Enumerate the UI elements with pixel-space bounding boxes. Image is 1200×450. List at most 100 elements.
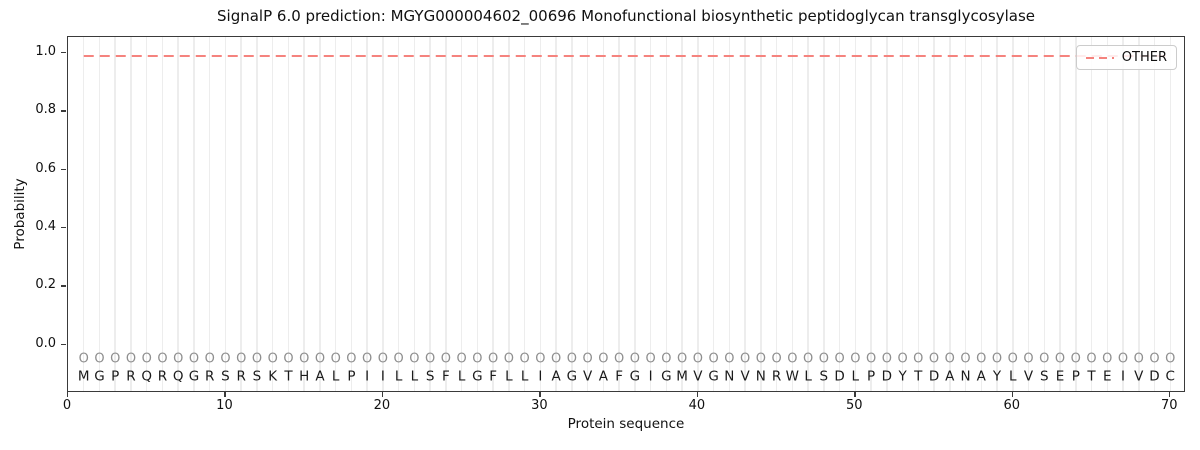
residue-letter: D bbox=[928, 368, 940, 385]
gridline bbox=[854, 37, 857, 391]
residue-letter: L bbox=[410, 368, 419, 385]
position-marker-o: O bbox=[503, 351, 515, 367]
x-tick-mark bbox=[1169, 392, 1171, 397]
position-marker-o: O bbox=[425, 351, 436, 367]
x-tick-label: 30 bbox=[531, 398, 548, 413]
residue-letter: I bbox=[648, 368, 653, 385]
position-marker-o: O bbox=[1070, 351, 1081, 367]
residue-letter: H bbox=[299, 368, 310, 385]
residue-letter: N bbox=[724, 368, 735, 385]
gridline bbox=[728, 37, 731, 391]
position-marker-o: O bbox=[346, 351, 357, 367]
gridline bbox=[1169, 37, 1171, 391]
position-marker-o: O bbox=[928, 351, 940, 367]
residue-letter: S bbox=[221, 368, 230, 385]
residue-letter: V bbox=[583, 368, 593, 385]
residue-letter: Q bbox=[172, 368, 184, 385]
gridline bbox=[791, 37, 794, 391]
position-marker-o: O bbox=[377, 351, 389, 367]
gridline bbox=[933, 37, 935, 391]
residue-letter: I bbox=[538, 368, 543, 385]
residue-letter: C bbox=[1165, 368, 1175, 385]
residue-letter: L bbox=[394, 368, 403, 385]
position-marker-o: O bbox=[362, 351, 373, 367]
residue-letter: L bbox=[331, 368, 340, 385]
position-marker-o: O bbox=[1165, 351, 1176, 367]
position-marker-o: O bbox=[535, 351, 546, 367]
gridline bbox=[476, 37, 479, 391]
gridline bbox=[303, 37, 305, 391]
residue-letter: R bbox=[157, 368, 168, 385]
gridline bbox=[1043, 37, 1046, 391]
position-marker-o: O bbox=[173, 351, 184, 367]
position-marker-o: O bbox=[110, 351, 121, 367]
gridline bbox=[1059, 37, 1061, 391]
residue-letter: D bbox=[834, 368, 845, 385]
residue-letter: T bbox=[284, 368, 293, 385]
residue-letter: I bbox=[380, 368, 385, 385]
residue-letter: D bbox=[881, 368, 893, 385]
position-marker-o: O bbox=[551, 351, 562, 367]
gridline bbox=[712, 37, 715, 391]
gridline bbox=[665, 37, 668, 391]
y-tick-label: 0.0 bbox=[35, 335, 56, 351]
gridline bbox=[555, 37, 557, 391]
position-marker-o: O bbox=[787, 351, 798, 367]
residue-letter: S bbox=[425, 368, 435, 385]
x-tick-label: 50 bbox=[846, 398, 863, 413]
residue-letter: Y bbox=[898, 368, 907, 385]
position-marker-o: O bbox=[125, 351, 137, 367]
position-marker-o: O bbox=[676, 351, 688, 367]
residue-letter: V bbox=[693, 368, 703, 385]
gridline bbox=[760, 37, 762, 391]
x-tick-label: 40 bbox=[688, 398, 706, 413]
residue-letter: A bbox=[598, 368, 608, 385]
gridline bbox=[492, 37, 494, 391]
gridline bbox=[382, 37, 384, 391]
x-tick-mark bbox=[539, 392, 541, 397]
gridline bbox=[901, 37, 904, 391]
position-marker-o: O bbox=[629, 351, 640, 367]
residue-letter: K bbox=[268, 368, 278, 385]
residue-letter: I bbox=[1121, 368, 1125, 385]
residue-letter: Y bbox=[992, 368, 1002, 385]
residue-letter: G bbox=[661, 368, 672, 385]
y-tick-label: 0.6 bbox=[35, 160, 56, 176]
position-marker-o: O bbox=[283, 351, 294, 367]
residue-letter: D bbox=[1149, 368, 1160, 385]
gridline bbox=[1153, 37, 1156, 391]
y-tick-label: 0.4 bbox=[35, 219, 56, 235]
position-marker-o: O bbox=[1039, 351, 1050, 367]
gridline bbox=[271, 37, 274, 391]
position-marker-o: O bbox=[755, 351, 766, 367]
position-marker-o: O bbox=[330, 351, 341, 367]
position-marker-o: O bbox=[771, 351, 782, 367]
x-tick-label: 60 bbox=[1003, 398, 1021, 413]
other-probability-line bbox=[83, 54, 1171, 57]
gridline bbox=[980, 37, 983, 391]
residue-letter: T bbox=[914, 368, 923, 385]
x-axis-label: Protein sequence bbox=[567, 416, 685, 432]
gridline bbox=[634, 37, 636, 391]
gridline bbox=[1012, 37, 1014, 391]
position-marker-o: O bbox=[1149, 351, 1160, 367]
y-tick-label: 0.2 bbox=[35, 277, 56, 293]
position-marker-o: O bbox=[881, 351, 892, 367]
position-marker-o: O bbox=[220, 351, 231, 367]
gridline bbox=[602, 37, 605, 391]
residue-letter: F bbox=[442, 368, 450, 385]
gridline bbox=[917, 37, 920, 391]
residue-letter: T bbox=[1087, 368, 1096, 385]
residue-letter: S bbox=[252, 368, 262, 385]
position-marker-o: O bbox=[976, 351, 987, 367]
gridline bbox=[1106, 37, 1109, 391]
gridline bbox=[681, 37, 683, 391]
gridline bbox=[964, 37, 967, 391]
position-marker-o: O bbox=[897, 351, 908, 367]
position-marker-o: O bbox=[157, 351, 168, 367]
gridline bbox=[240, 37, 242, 391]
position-marker-o: O bbox=[739, 351, 751, 367]
position-marker-o: O bbox=[267, 351, 278, 367]
gridline bbox=[429, 37, 431, 391]
